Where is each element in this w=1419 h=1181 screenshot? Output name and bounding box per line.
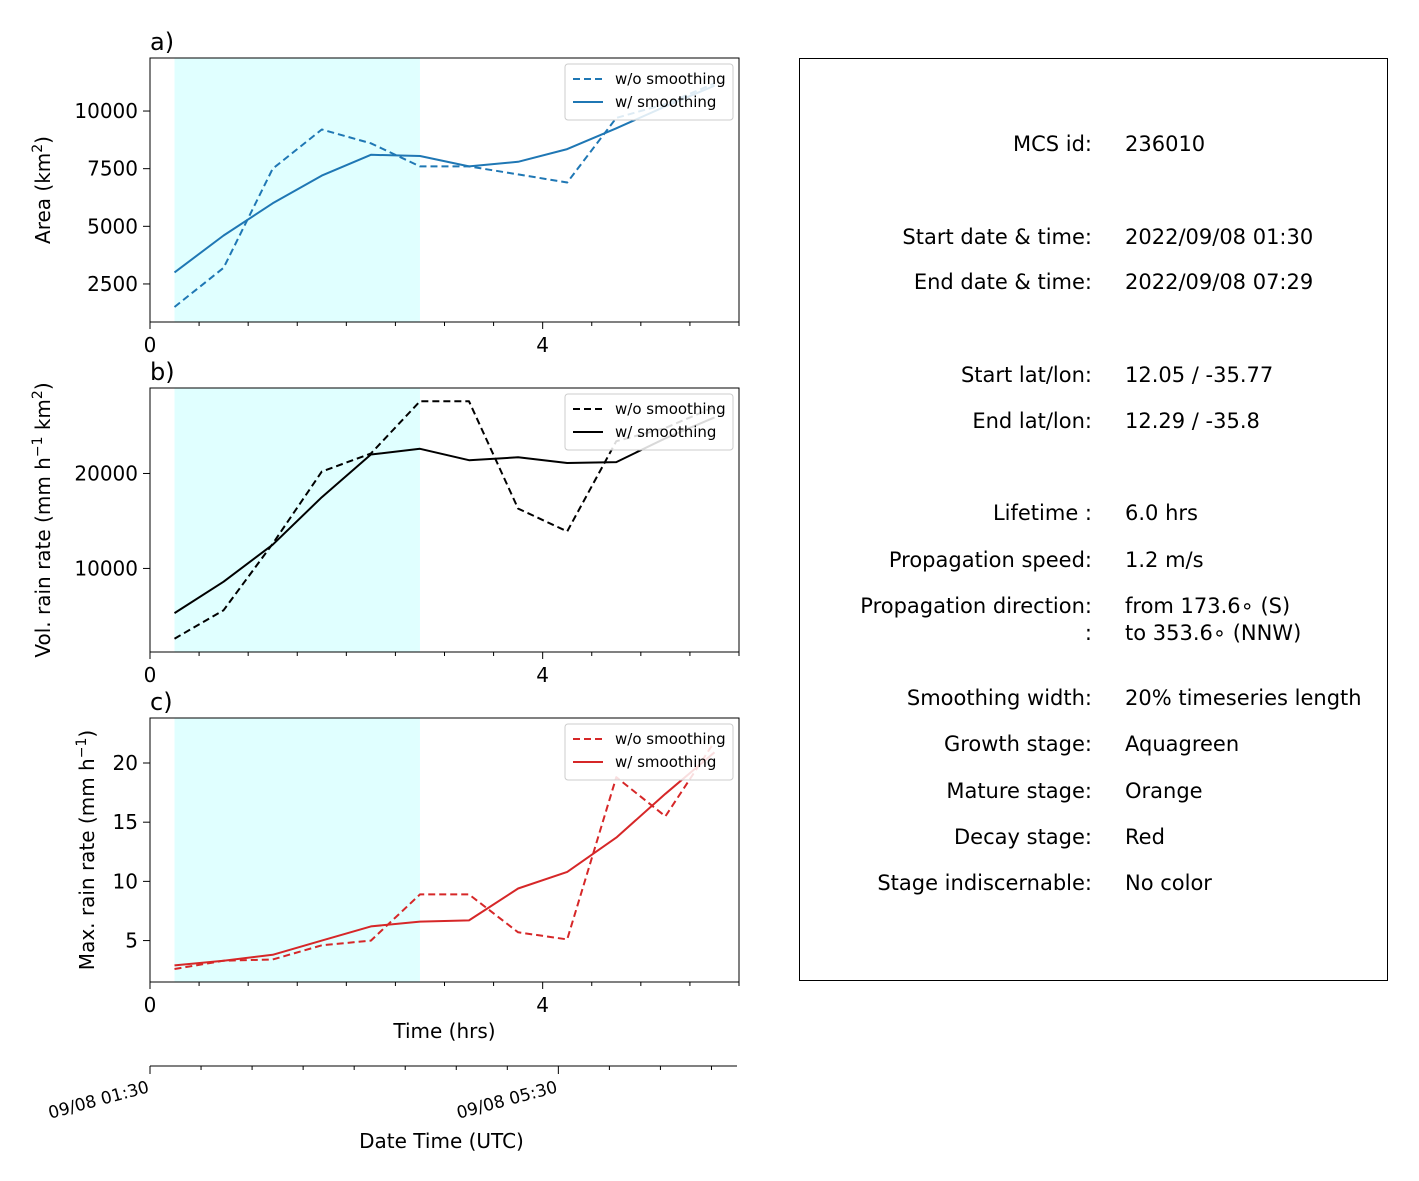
panel-c-max-rain-rate: 5 10 15 20 0 4 c) Max. rain rate (mm h−1) Time (… (74, 688, 740, 1043)
lifetime-value: 6.0 hrs (1125, 501, 1198, 525)
panel-label: c) (150, 688, 173, 716)
lifetime-label: Lifetime : (992, 501, 1092, 525)
legend-box (564, 63, 734, 121)
growth-stage-shade (174, 718, 420, 982)
panel-label: a) (150, 28, 174, 56)
y-tick-label: 10000 (74, 99, 138, 123)
legend-entry: w/o smoothing (615, 400, 726, 418)
legend-box (564, 723, 734, 781)
x-tick-label: 0 (144, 663, 157, 687)
datetime-axis: 09/08 01:30 09/08 05:30 Date Time (UTC) (46, 1065, 737, 1153)
propagation-direction-from: from 173.6∘ (S) (1125, 594, 1291, 618)
mature-stage-label: Mature stage: (946, 779, 1092, 803)
time-tick-label: 09/08 01:30 (46, 1078, 151, 1124)
x-tick-label: 0 (144, 993, 157, 1017)
y-label-text: Max. rain rate (mm h (75, 758, 99, 970)
time-axis-label: Date Time (UTC) (359, 1129, 524, 1153)
y-tick-label: 15 (113, 810, 138, 834)
y-label-superscript: −1 (74, 738, 90, 759)
growth-stage-label: Growth stage: (943, 732, 1092, 756)
decay-stage-value: Red (1125, 825, 1165, 849)
y-label-text: km (31, 399, 55, 436)
x-tick-label: 0 (144, 333, 157, 357)
y-label-superscript: 2 (30, 144, 46, 153)
legend-entry: w/ smoothing (615, 93, 716, 111)
legend-entry: w/ smoothing (615, 753, 716, 771)
smoothing-width-value: 20% timeseries length (1125, 686, 1362, 710)
end-datetime-label: End date & time: (913, 270, 1092, 294)
stage-indiscernable-label: Stage indiscernable: (877, 871, 1092, 895)
legend-entry: w/o smoothing (615, 70, 726, 88)
y-tick-label: 20000 (74, 461, 138, 485)
decay-stage-label: Decay stage: (954, 825, 1092, 849)
panel-label: b) (150, 358, 175, 386)
end-latlon-label: End lat/lon: (972, 409, 1092, 433)
legend-box (564, 393, 734, 451)
y-label-text: ) (31, 136, 55, 144)
y-label-superscript: 2 (30, 390, 46, 399)
series-line-smoothed (173, 416, 715, 614)
start-latlon-label: Start lat/lon: (960, 363, 1092, 387)
time-tick-label: 09/08 05:30 (455, 1078, 560, 1124)
legend: w/o smoothing w/ smoothing (564, 723, 734, 781)
y-tick-label: 5 (125, 929, 138, 953)
mcs-id-label: MCS id: (1012, 132, 1092, 156)
stage-indiscernable-value: No color (1125, 871, 1212, 895)
x-tick-label: 4 (536, 993, 549, 1017)
start-latlon-value: 12.05 / -35.77 (1125, 363, 1274, 387)
propagation-direction-label: Propagation direction: (860, 594, 1092, 618)
legend-entry: w/o smoothing (615, 730, 726, 748)
start-datetime-value: 2022/09/08 01:30 (1125, 225, 1314, 249)
y-tick-label: 10000 (74, 556, 138, 580)
growth-stage-value: Aquagreen (1125, 732, 1240, 756)
y-label-superscript: −1 (30, 437, 46, 458)
legend: w/o smoothing w/ smoothing (564, 63, 734, 121)
x-tick-label: 4 (536, 663, 549, 687)
y-label-text: Vol. rain rate (mm h (31, 457, 55, 658)
y-label-text: ) (75, 730, 99, 738)
end-datetime-value: 2022/09/08 07:29 (1125, 270, 1314, 294)
panel-b-vol-rain-rate: 10000 20000 0 4 b) Vol. rain rate (mm h−1 km2… (30, 358, 740, 687)
propagation-speed-value: 1.2 m/s (1125, 548, 1204, 572)
legend-entry: w/ smoothing (615, 423, 716, 441)
mcs-info-panel: MCS id: 236010 Start date & time: 2022/0… (799, 58, 1388, 981)
y-tick-label: 5000 (87, 214, 138, 238)
y-label-text: ) (31, 382, 55, 390)
propagation-direction-label-2: : (1084, 621, 1092, 645)
y-tick-label: 10 (113, 869, 138, 893)
y-label-text: Area (km (31, 153, 55, 244)
end-latlon-value: 12.29 / -35.8 (1125, 409, 1260, 433)
y-tick-label: 2500 (87, 272, 138, 296)
x-axis-label: Time (hrs) (392, 1019, 495, 1043)
propagation-direction-to: to 353.6∘ (NNW) (1125, 621, 1302, 645)
x-tick-label: 4 (536, 333, 549, 357)
legend: w/o smoothing w/ smoothing (564, 393, 734, 451)
propagation-speed-label: Propagation speed: (888, 548, 1092, 572)
y-axis-label: Max. rain rate (mm h−1) (74, 730, 99, 970)
series-line-smoothed (174, 751, 716, 967)
mcs-id-value: 236010 (1125, 132, 1206, 156)
panel-a-area: 2500 5000 7500 10000 0 4 a) Area (km2) w/o smoot… (30, 28, 740, 357)
y-tick-label: 20 (113, 751, 138, 775)
series-line-unsmoothed (174, 741, 716, 970)
series-line-unsmoothed (173, 82, 715, 308)
series-line-smoothed (173, 84, 715, 274)
start-datetime-label: Start date & time: (902, 225, 1092, 249)
y-axis-label: Vol. rain rate (mm h−1 km2) (30, 382, 55, 657)
y-tick-label: 7500 (87, 157, 138, 181)
y-axis-label: Area (km2) (30, 136, 55, 244)
smoothing-width-label: Smoothing width: (906, 686, 1092, 710)
mature-stage-value: Orange (1125, 779, 1203, 803)
